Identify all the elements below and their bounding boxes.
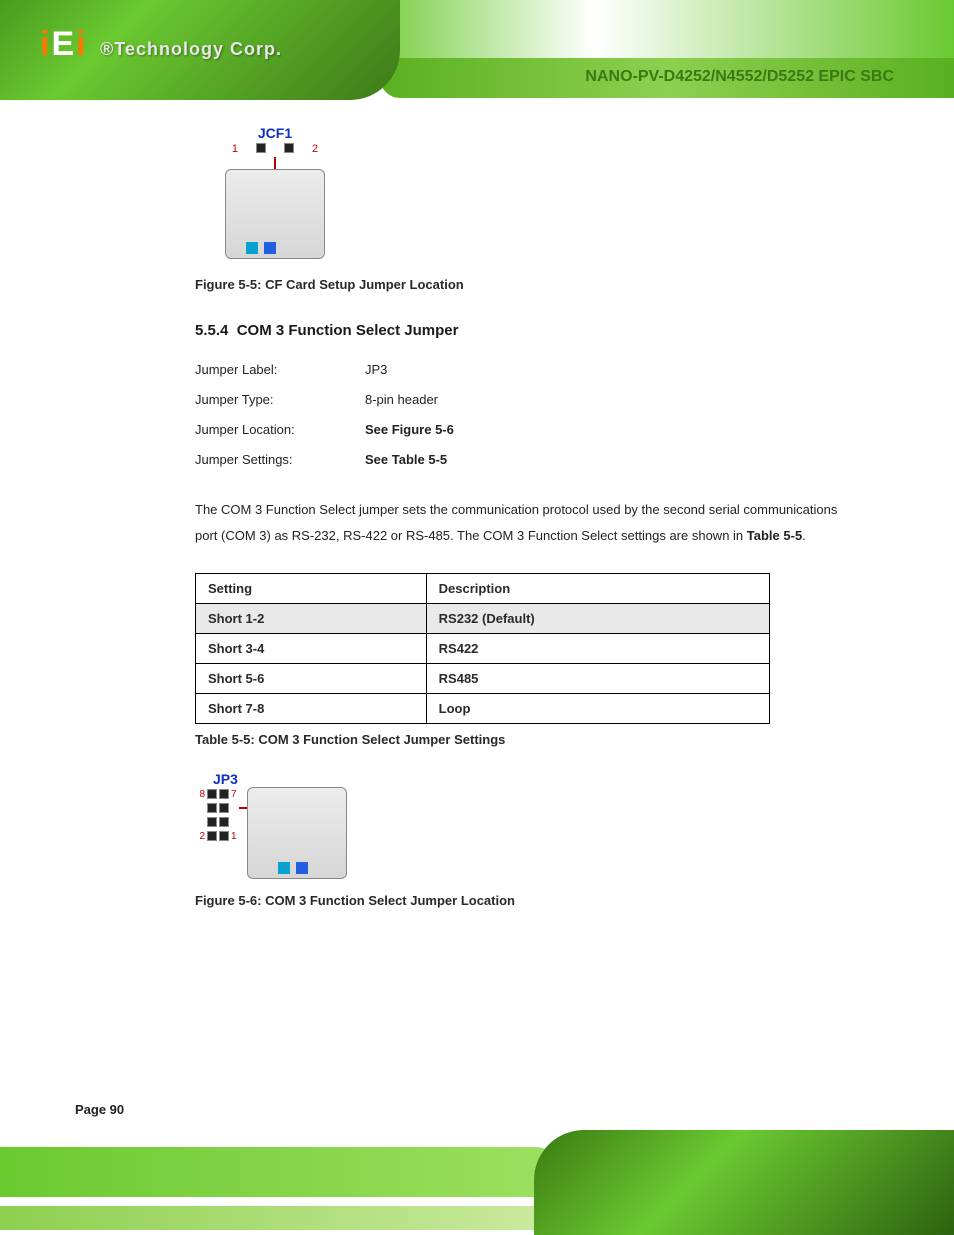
spec-type-value: 8-pin header — [365, 387, 438, 413]
description-paragraph: The COM 3 Function Select jumper sets th… — [195, 497, 854, 549]
spec-label-line: Jumper Label: — [195, 357, 365, 383]
table-cell-setting: Short 3-4 — [196, 634, 427, 664]
table-cell-setting: Short 7-8 — [196, 694, 427, 724]
table-5-5-caption: Table 5-5: COM 3 Function Select Jumper … — [195, 732, 854, 747]
figure-5-6-caption: Figure 5-6: COM 3 Function Select Jumper… — [195, 893, 854, 908]
logo-area: iEi ®Technology Corp. — [40, 25, 282, 64]
section-number: 5.5.4 — [195, 322, 228, 339]
jumper-spec-block: Jumper Label: JP3 Jumper Type: 8-pin hea… — [195, 357, 854, 473]
jcf1-label: JCF1 — [195, 125, 355, 141]
para-period: . — [802, 528, 806, 543]
para-text: The COM 3 Function Select jumper sets th… — [195, 502, 837, 543]
page-footer-banner — [0, 1120, 954, 1235]
jp3-pin8: 8 — [195, 789, 205, 800]
logo-technology-corp: ®Technology Corp. — [100, 39, 282, 60]
footer-decor-left-stripe — [0, 1147, 560, 1197]
logo-iei: iEi — [40, 25, 88, 64]
spec-loc-line: Jumper Location: — [195, 417, 365, 443]
footer-decor-right-block — [534, 1130, 954, 1235]
jp3-pin-grid: 8 7 2 — [195, 787, 241, 843]
figure-5-5: JCF1 1 2 — [195, 125, 355, 259]
jp3-pin-block — [207, 817, 217, 827]
table-cell-description: RS422 — [426, 634, 769, 664]
jcf1-pin-block-2 — [284, 143, 294, 153]
section-heading: 5.5.4 COM 3 Function Select Jumper — [195, 322, 854, 339]
jp3-pin-block — [219, 831, 229, 841]
spec-set-line: Jumper Settings: — [195, 447, 365, 473]
table-row: Short 3-4RS422 — [196, 634, 770, 664]
page-header-banner: iEi ®Technology Corp. NANO-PV-D4252/N455… — [0, 0, 954, 115]
page-number: Page 90 — [75, 1102, 124, 1117]
jcf1-arrow-icon — [274, 157, 276, 169]
table-header-row: Setting Description — [196, 574, 770, 604]
product-name: NANO-PV-D4252/N4552/D5252 EPIC SBC — [585, 68, 894, 86]
table-5-5: Setting Description Short 1-2RS232 (Defa… — [195, 573, 770, 724]
spec-set-value: See Table 5-5 — [365, 447, 447, 473]
jp3-pin-block — [207, 831, 217, 841]
footer-decor-mid-stripe — [0, 1206, 560, 1230]
table-cell-description: RS232 (Default) — [426, 604, 769, 634]
page-content: JCF1 1 2 Figure 5-5: CF Card Setup Jumpe… — [195, 125, 854, 908]
jp3-pin1: 1 — [231, 831, 241, 842]
col-setting: Setting — [196, 574, 427, 604]
spec-label-value: JP3 — [365, 357, 387, 383]
table-row: Short 1-2RS232 (Default) — [196, 604, 770, 634]
table-cell-description: Loop — [426, 694, 769, 724]
table-row: Short 7-8Loop — [196, 694, 770, 724]
spec-loc-value: See Figure 5-6 — [365, 417, 454, 443]
table-cell-setting: Short 1-2 — [196, 604, 427, 634]
jp3-board-illustration — [247, 787, 347, 879]
jp3-pin-block — [219, 817, 229, 827]
jcf1-pins: 1 2 — [195, 143, 355, 155]
jp3-pin2: 2 — [195, 831, 205, 842]
table-row: Short 5-6RS485 — [196, 664, 770, 694]
header-decor-right — [354, 0, 954, 60]
table-cell-setting: Short 5-6 — [196, 664, 427, 694]
jp3-pin7: 7 — [231, 789, 241, 800]
jcf1-pin1-num: 1 — [232, 143, 238, 155]
jcf1-pin2-num: 2 — [312, 143, 318, 155]
jp3-label: JP3 — [213, 771, 854, 787]
jcf1-board-illustration — [225, 169, 325, 259]
jcf1-pin-block-1 — [256, 143, 266, 153]
col-description: Description — [426, 574, 769, 604]
spec-type-line: Jumper Type: — [195, 387, 365, 413]
section-title: COM 3 Function Select Jumper — [237, 322, 459, 339]
figure-5-6: JP3 8 7 — [195, 771, 854, 879]
para-bold-tail: Table 5-5 — [747, 528, 802, 543]
jp3-pin-block — [207, 803, 217, 813]
figure-5-5-caption: Figure 5-5: CF Card Setup Jumper Locatio… — [195, 277, 854, 292]
table-cell-description: RS485 — [426, 664, 769, 694]
jp3-pin-block — [219, 803, 229, 813]
jp3-pin-block — [219, 789, 229, 799]
jp3-pin-block — [207, 789, 217, 799]
